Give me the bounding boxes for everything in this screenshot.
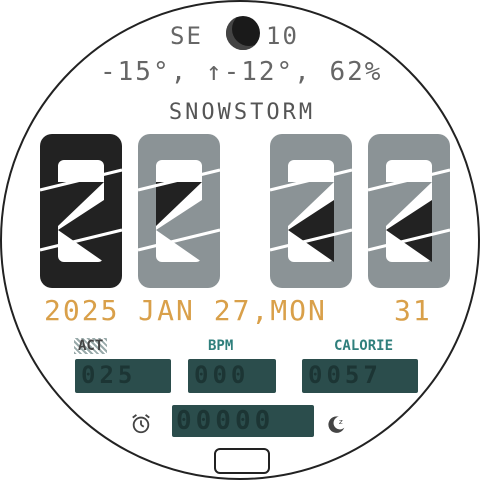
bottom-button[interactable] bbox=[214, 448, 270, 474]
digit-glyph bbox=[269, 134, 353, 288]
date-readout: 2025 JAN 27,MON bbox=[44, 294, 327, 327]
weather-condition: SNOWSTORM bbox=[168, 100, 316, 125]
stats-values: 025 000 0057 bbox=[2, 359, 478, 395]
steps-value[interactable]: 025 bbox=[75, 359, 171, 393]
hour-units-digit bbox=[134, 130, 224, 292]
stats-labels: ACT BPM CALORIE bbox=[2, 338, 478, 356]
wind-speed: 10 bbox=[266, 22, 299, 50]
time-display[interactable] bbox=[36, 130, 456, 292]
alarm-value[interactable]: 00000 bbox=[172, 405, 314, 437]
digit-glyph bbox=[39, 134, 123, 288]
alarm-row: 00000 z bbox=[2, 403, 478, 443]
moon-phase-icon bbox=[226, 16, 260, 50]
calorie-label: CALORIE bbox=[334, 338, 394, 354]
wind-direction: SE bbox=[170, 22, 203, 50]
weather-readout: -15°, ↑-12°, 62% bbox=[100, 57, 383, 87]
hour-tens-digit bbox=[36, 130, 126, 292]
alarm-clock-icon[interactable] bbox=[130, 413, 152, 435]
bpm-label: BPM bbox=[208, 338, 234, 354]
calorie-value[interactable]: 0057 bbox=[302, 359, 418, 393]
steps-label: ACT bbox=[74, 338, 108, 354]
top-row: SE 10 bbox=[2, 16, 478, 52]
moon-zz-icon[interactable]: z bbox=[326, 413, 348, 435]
digit-glyph bbox=[137, 134, 221, 288]
bpm-value[interactable]: 000 bbox=[188, 359, 276, 393]
minute-units-digit bbox=[364, 130, 454, 292]
battery-readout: 31 bbox=[394, 294, 432, 327]
digit-glyph bbox=[367, 134, 451, 288]
svg-text:z: z bbox=[339, 417, 343, 426]
minute-tens-digit bbox=[266, 130, 356, 292]
